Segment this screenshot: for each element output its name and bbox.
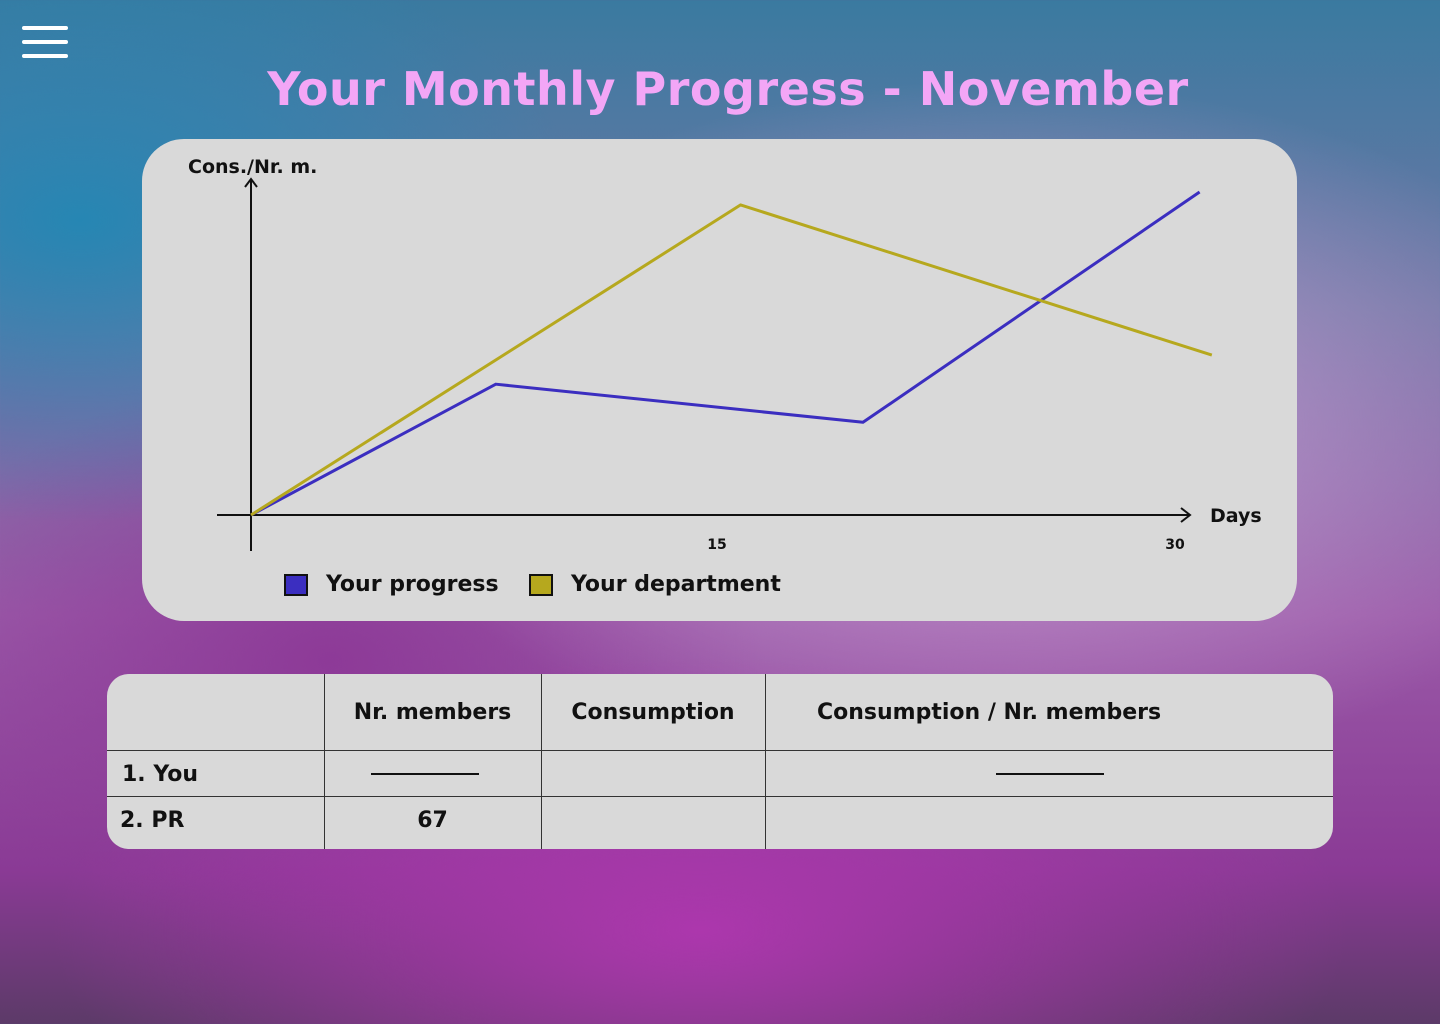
row-divider (107, 750, 1333, 751)
progress-chart (217, 177, 1213, 551)
menu-bar (22, 26, 68, 30)
legend-label: Your progress (326, 572, 499, 597)
column-divider (765, 674, 766, 849)
comparison-table: Nr. members Consumption Consumption / Nr… (107, 674, 1333, 849)
table-header-consumption-per-member: Consumption / Nr. members (817, 700, 1162, 725)
x-axis-arrow (1180, 507, 1192, 523)
page-title: Your Monthly Progress - November (267, 62, 1189, 116)
series-line-your-progress (250, 190, 1201, 517)
legend-swatch-your-progress (284, 573, 308, 596)
hamburger-menu-icon[interactable] (22, 24, 70, 64)
series-line-your-department (250, 203, 1213, 517)
table-cell-members: 67 (417, 808, 448, 833)
y-axis-arrow (244, 177, 258, 188)
column-divider (541, 674, 542, 849)
x-tick-label: 15 (707, 537, 727, 553)
row-divider (107, 796, 1333, 797)
menu-bar (22, 54, 68, 58)
x-axis-label: Days (1210, 505, 1262, 527)
table-row-name: 1. You (122, 762, 199, 787)
y-axis-label: Cons./Nr. m. (188, 156, 318, 178)
legend-swatch-your-department (529, 573, 553, 596)
table-row-name: 2. PR (120, 808, 185, 833)
table-header-nr-members: Nr. members (353, 700, 512, 725)
empty-value-dash (371, 773, 479, 775)
empty-value-dash (996, 773, 1104, 775)
menu-bar (22, 40, 68, 44)
legend-item-your-progress: Your progress (284, 572, 499, 597)
column-divider (324, 674, 325, 849)
legend-item-your-department: Your department (529, 572, 781, 597)
table-header-consumption: Consumption (571, 700, 735, 725)
legend-label: Your department (571, 572, 781, 597)
x-tick-label: 30 (1165, 537, 1185, 553)
progress-chart-card: Cons./Nr. m. Days 15 30 Your progress Yo… (142, 139, 1297, 621)
